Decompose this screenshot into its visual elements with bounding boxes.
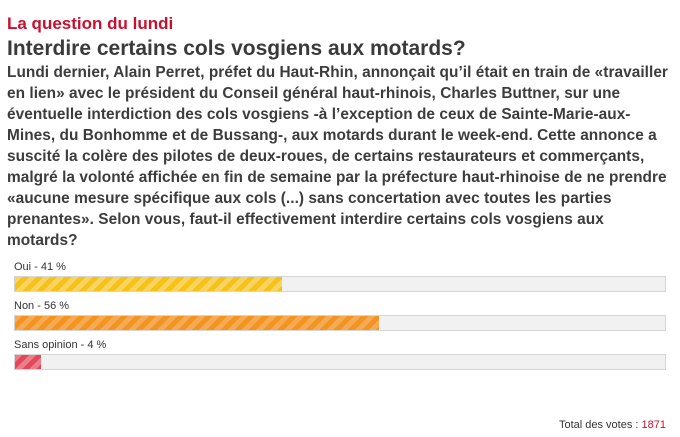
- poll-option-oui: Oui - 41 %: [14, 260, 669, 292]
- poll-option-label: Non - 56 %: [14, 300, 70, 312]
- poll-option-sans-opinion: Sans opinion - 4 %: [14, 338, 669, 370]
- poll-bar-track: [14, 276, 666, 292]
- poll-total-count: 1871: [641, 419, 666, 431]
- poll-total-votes: Total des votes : 1871: [559, 418, 666, 432]
- poll-bar-track: [14, 354, 666, 370]
- poll-option-non: Non - 56 %: [14, 299, 669, 331]
- poll-option-label: Sans opinion - 4 %: [14, 339, 107, 351]
- poll-bar-fill-oui: [15, 277, 282, 291]
- poll-intro-text: Lundi dernier, Alain Perret, préfet du H…: [7, 64, 668, 249]
- poll-option-label: Oui - 41 %: [14, 261, 66, 273]
- poll-bar-fill-non: [15, 316, 379, 330]
- poll-question-title: Interdire certains cols vosgiens aux mot…: [7, 37, 466, 60]
- poll-bar-track: [14, 315, 666, 331]
- poll-widget: La question du lundi Interdire certains …: [7, 0, 669, 377]
- poll-total-label: Total des votes :: [558, 419, 642, 431]
- poll-bar-fill-sans-opinion: [15, 355, 41, 369]
- poll-results: Oui - 41 % Non - 56 % Sans opinion - 4 %: [7, 260, 669, 370]
- poll-kicker: La question du lundi: [7, 14, 174, 33]
